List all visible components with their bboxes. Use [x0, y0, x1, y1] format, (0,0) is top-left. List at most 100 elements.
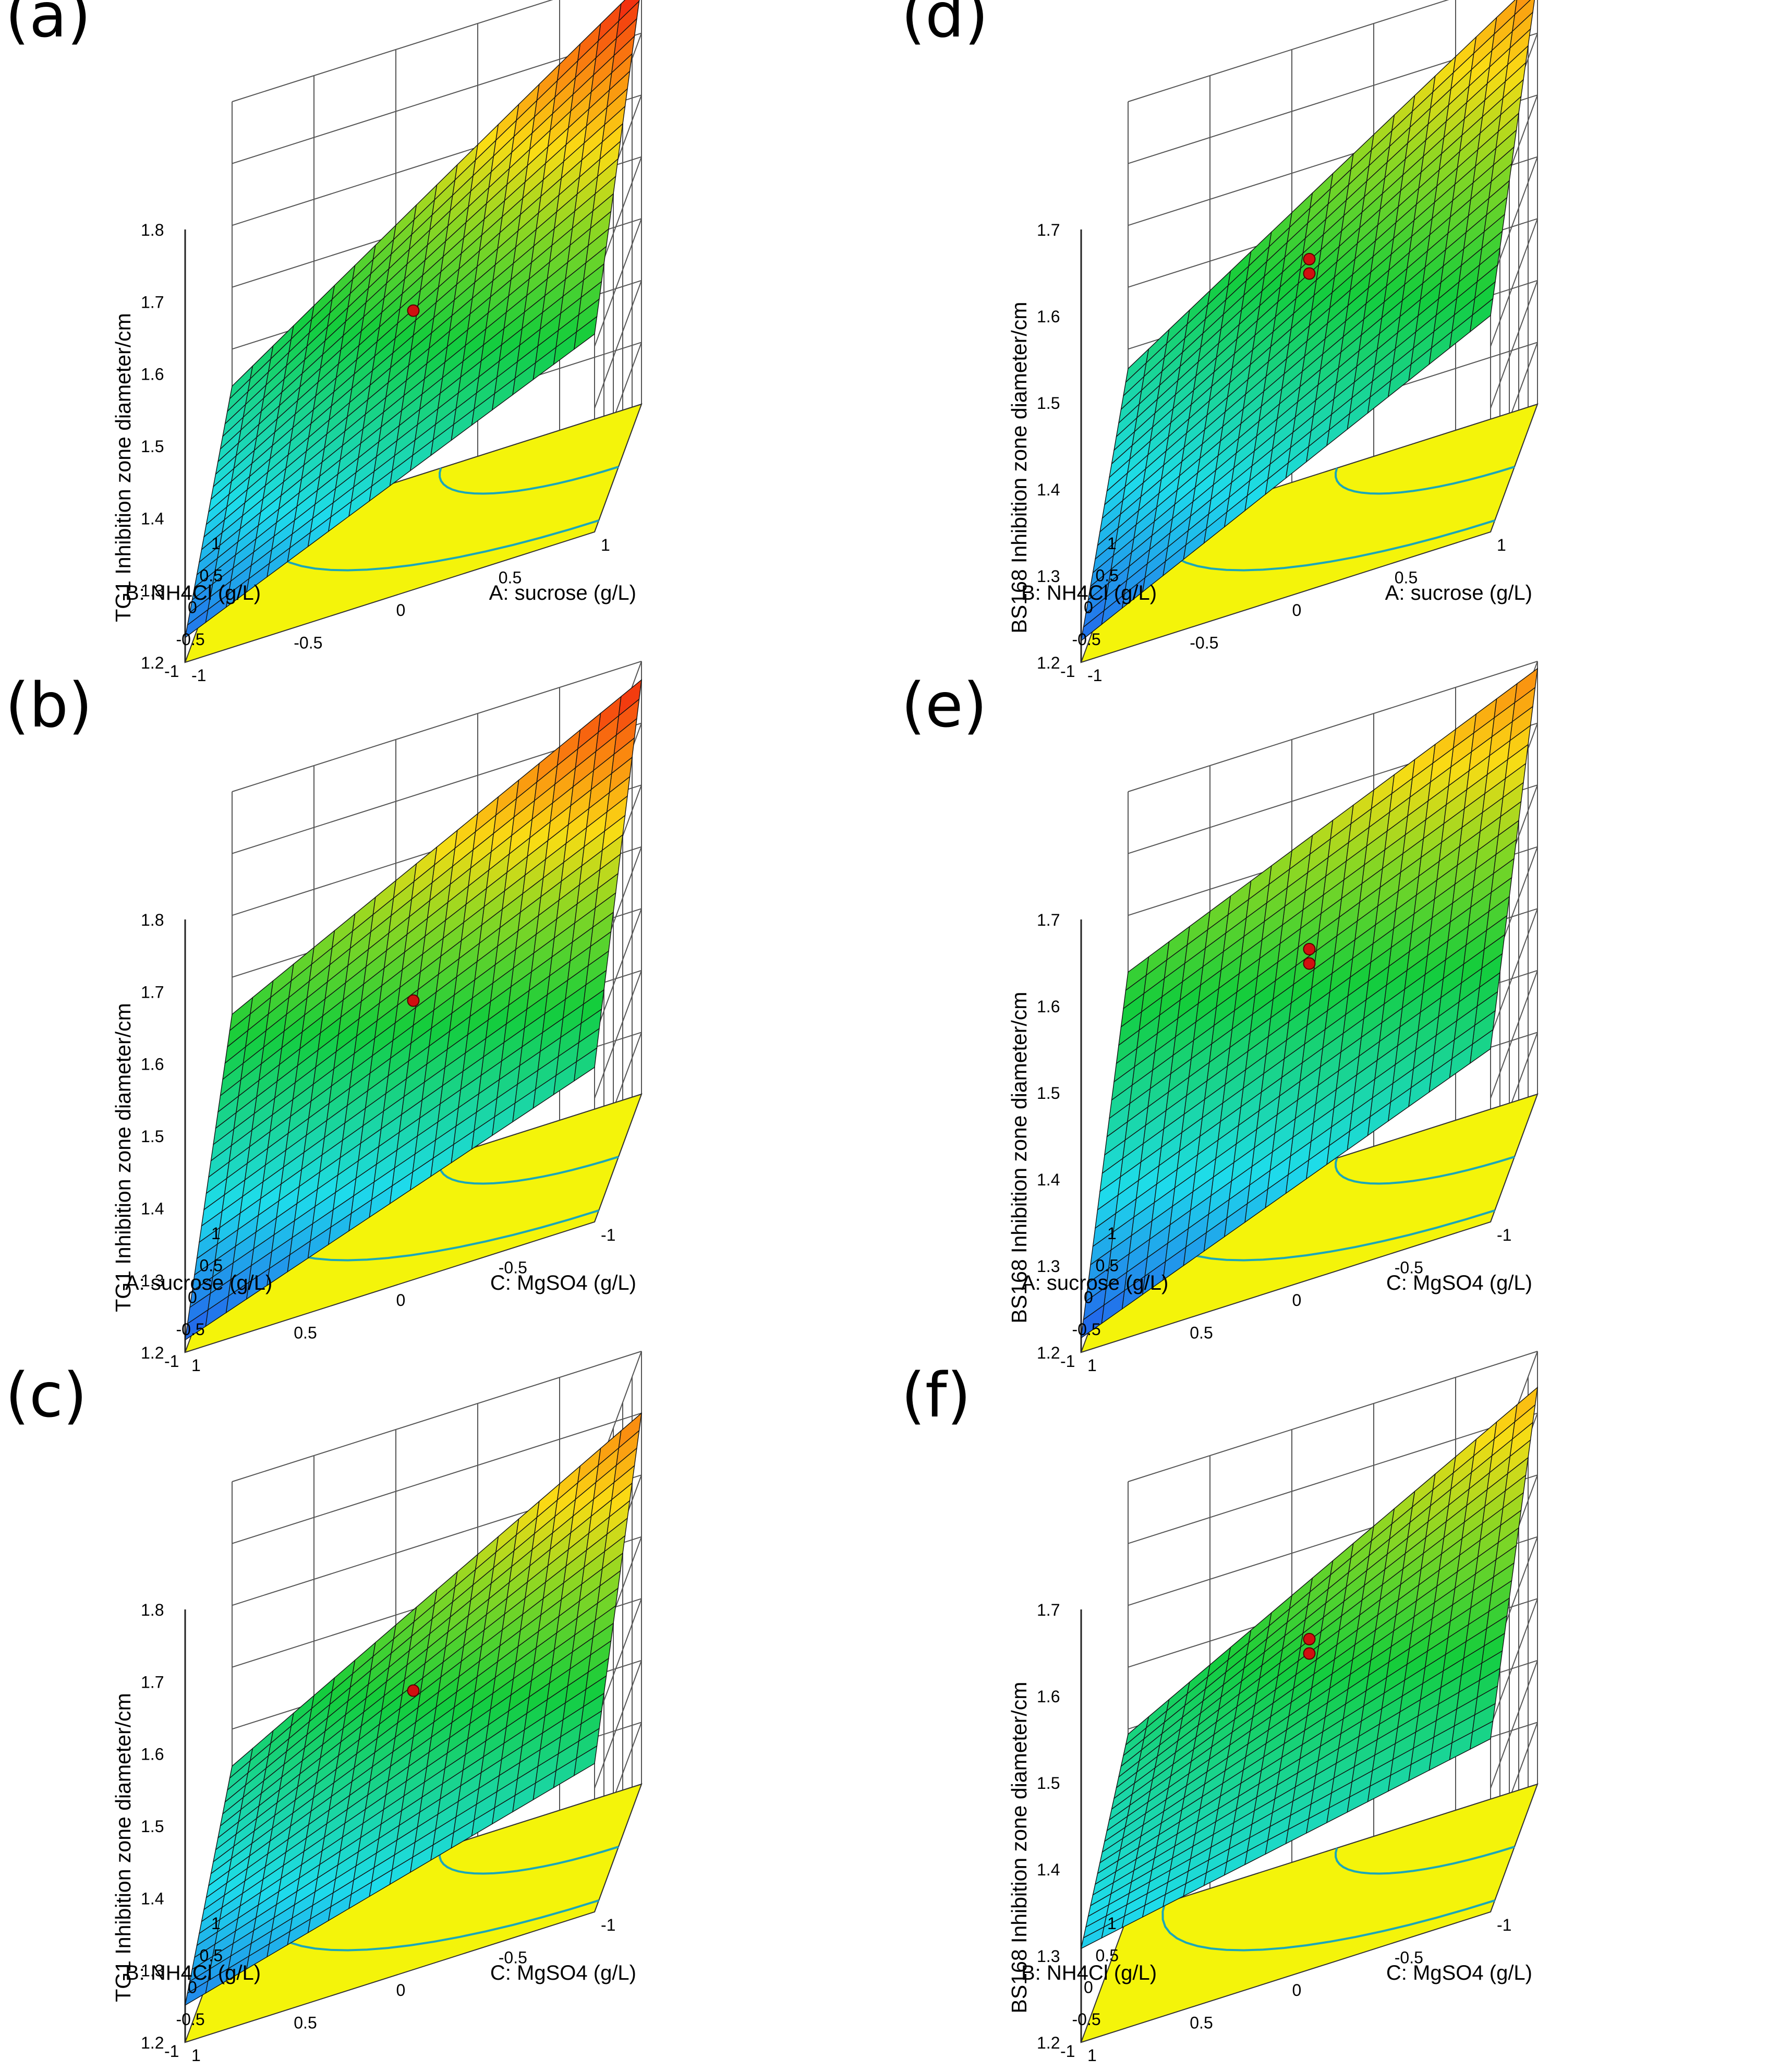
z-tick-label: 1.3 — [141, 582, 164, 600]
x-tick-label: -1 — [1060, 2042, 1075, 2061]
y-axis-title: C: MgSO4 (g/L) — [1386, 1961, 1532, 1984]
x-axis-title: B: NH4Cl (g/L) — [1021, 582, 1157, 604]
z-tick-label: 1.8 — [141, 221, 164, 239]
z-tick-label: 1.6 — [1037, 1687, 1060, 1706]
y-tick-label: 0 — [396, 1981, 406, 2000]
z-tick-label: 1.4 — [141, 1199, 164, 1218]
panel-b: (b) 1.8 1.7 1.6 1.5 1.4 1.3 1.2 TG1 Inhibition z… — [0, 661, 896, 1380]
x-tick-label: -0.5 — [176, 1320, 205, 1339]
x-tick-label: 1 — [211, 1224, 221, 1243]
z-tick-label: 1.2 — [1037, 2033, 1060, 2052]
wall-gridline — [1490, 218, 1538, 347]
y-tick-label: -1 — [1497, 1916, 1511, 1934]
z-tick-label: 1.5 — [1037, 1774, 1060, 1793]
panel-label: (d) — [901, 0, 988, 51]
x-tick-label: 0.5 — [200, 566, 223, 585]
y-tick-label: -1 — [1497, 1226, 1511, 1244]
contour-floor — [1080, 1783, 1539, 2043]
y-tick-label: -0.5 — [499, 1948, 527, 1967]
y-tick-label: 0 — [396, 601, 406, 620]
x-tick-label: 0 — [188, 1288, 197, 1307]
surface-cell — [1080, 1926, 1105, 1949]
plot-area: (b) 1.8 1.7 1.6 1.5 1.4 1.3 1.2 TG1 Inhibition z… — [5, 661, 643, 1375]
y-tick-label: 1 — [191, 1356, 201, 1375]
y-tick-label: -0.5 — [1395, 1258, 1423, 1277]
surface-plot-f: (f) 1.7 1.6 1.5 1.4 1.3 1.2 BS168 Inhibition zo… — [901, 1351, 1539, 2065]
x-tick-label: 0 — [188, 598, 197, 617]
x-tick-label: -1 — [1060, 1352, 1075, 1371]
x-tick-label: -0.5 — [176, 630, 205, 649]
z-tick-label: 1.5 — [141, 1817, 164, 1836]
x-tick-label: 1 — [1107, 1224, 1117, 1243]
wall-gridline — [232, 1412, 642, 1544]
wall-gridline — [1490, 1598, 1538, 1727]
panel-d: (d) 1.7 1.6 1.5 1.4 1.3 1.2 BS168 Inhibition zo… — [896, 0, 1792, 690]
contour-line — [1161, 1899, 1495, 1952]
x-tick-label: -1 — [164, 1352, 179, 1371]
y-tick-label: 0.5 — [294, 1324, 317, 1342]
design-point — [407, 994, 420, 1007]
y-tick-label: 1 — [601, 536, 610, 554]
z-tick-label: 1.4 — [141, 509, 164, 528]
z-tick-label: 1.2 — [141, 1343, 164, 1362]
x-axis-title: B: NH4Cl (g/L) — [1021, 1961, 1157, 1984]
z-axis-title: TG1 Inhibition zone diameter/cm — [111, 1003, 135, 1312]
x-tick-label: -0.5 — [1072, 630, 1101, 649]
z-tick-label: 1.7 — [1037, 221, 1060, 239]
z-tick-label: 1.4 — [1037, 480, 1060, 499]
surface-cell — [184, 609, 209, 639]
y-tick-label: -0.5 — [1395, 1948, 1423, 1967]
x-axis-title: A: sucrose (g/L) — [125, 1271, 272, 1294]
z-tick-label: 1.6 — [1037, 307, 1060, 326]
design-point — [1303, 252, 1316, 265]
x-tick-label: 1 — [211, 1914, 221, 1933]
y-tick-label: 0 — [1292, 1981, 1302, 2000]
z-tick-label: 1.3 — [1037, 1257, 1060, 1276]
y-tick-label: -1 — [191, 666, 206, 685]
y-tick-label: 0.5 — [499, 568, 522, 587]
design-point — [1303, 1632, 1316, 1645]
surface-cell — [185, 1980, 209, 2006]
z-tick-label: 1.4 — [1037, 1170, 1060, 1189]
wall-gridline — [1490, 1660, 1538, 1789]
contour-line — [439, 1156, 619, 1185]
panel-label: (b) — [5, 669, 92, 741]
y-tick-label: 0 — [1292, 601, 1302, 620]
x-tick-label: -0.5 — [176, 2010, 205, 2029]
x-tick-label: 0 — [188, 1978, 197, 1997]
wall-gridline — [232, 661, 642, 792]
z-tick-label: 1.2 — [1037, 1343, 1060, 1362]
z-axis-title: BS168 Inhibition zone diameter/cm — [1007, 302, 1031, 634]
y-tick-label: 0.5 — [294, 2014, 317, 2032]
wall-gridline — [594, 908, 642, 1037]
panel-label: (e) — [901, 669, 987, 741]
surface-cell — [1081, 1304, 1105, 1339]
x-tick-label: 0.5 — [1096, 1946, 1119, 1965]
y-tick-label: -0.5 — [499, 1258, 527, 1277]
contour-line — [1335, 466, 1515, 495]
x-tick-label: -0.5 — [1072, 1320, 1101, 1339]
z-tick-label: 1.4 — [141, 1889, 164, 1908]
z-axis-title: BS168 Inhibition zone diameter/cm — [1007, 1682, 1031, 2014]
x-tick-label: 0.5 — [200, 1946, 223, 1965]
wall-gridline — [1128, 1412, 1538, 1544]
wall-gridline — [1128, 661, 1538, 792]
plot-area: (d) 1.7 1.6 1.5 1.4 1.3 1.2 BS168 Inhibition zo… — [901, 0, 1539, 685]
y-tick-label: 1 — [1087, 2046, 1097, 2065]
x-tick-label: 1 — [211, 534, 221, 553]
z-tick-label: 1.7 — [1037, 911, 1060, 929]
contour-line — [1335, 1156, 1515, 1185]
plot-area: (e) 1.7 1.6 1.5 1.4 1.3 1.2 BS168 Inhibition zo… — [901, 661, 1539, 1375]
wall-gridline — [594, 218, 642, 347]
wall-gridline — [594, 970, 642, 1099]
z-tick-label: 1.7 — [1037, 1601, 1060, 1619]
wall-gridline — [1490, 908, 1538, 1037]
wall-gridline — [1128, 1351, 1538, 1482]
surface-cell — [185, 1309, 209, 1341]
design-point — [1303, 1647, 1316, 1660]
y-tick-label: -0.5 — [294, 634, 322, 652]
surface-plot-a: (a) 1.8 1.7 1.6 1.5 1.4 1.3 1.2 TG1 Inhibition z… — [5, 0, 643, 685]
z-axis-title: BS168 Inhibition zone diameter/cm — [1007, 992, 1031, 1324]
z-tick-label: 1.6 — [141, 1745, 164, 1764]
surface-plot-b: (b) 1.8 1.7 1.6 1.5 1.4 1.3 1.2 TG1 Inhibition z… — [5, 661, 643, 1375]
